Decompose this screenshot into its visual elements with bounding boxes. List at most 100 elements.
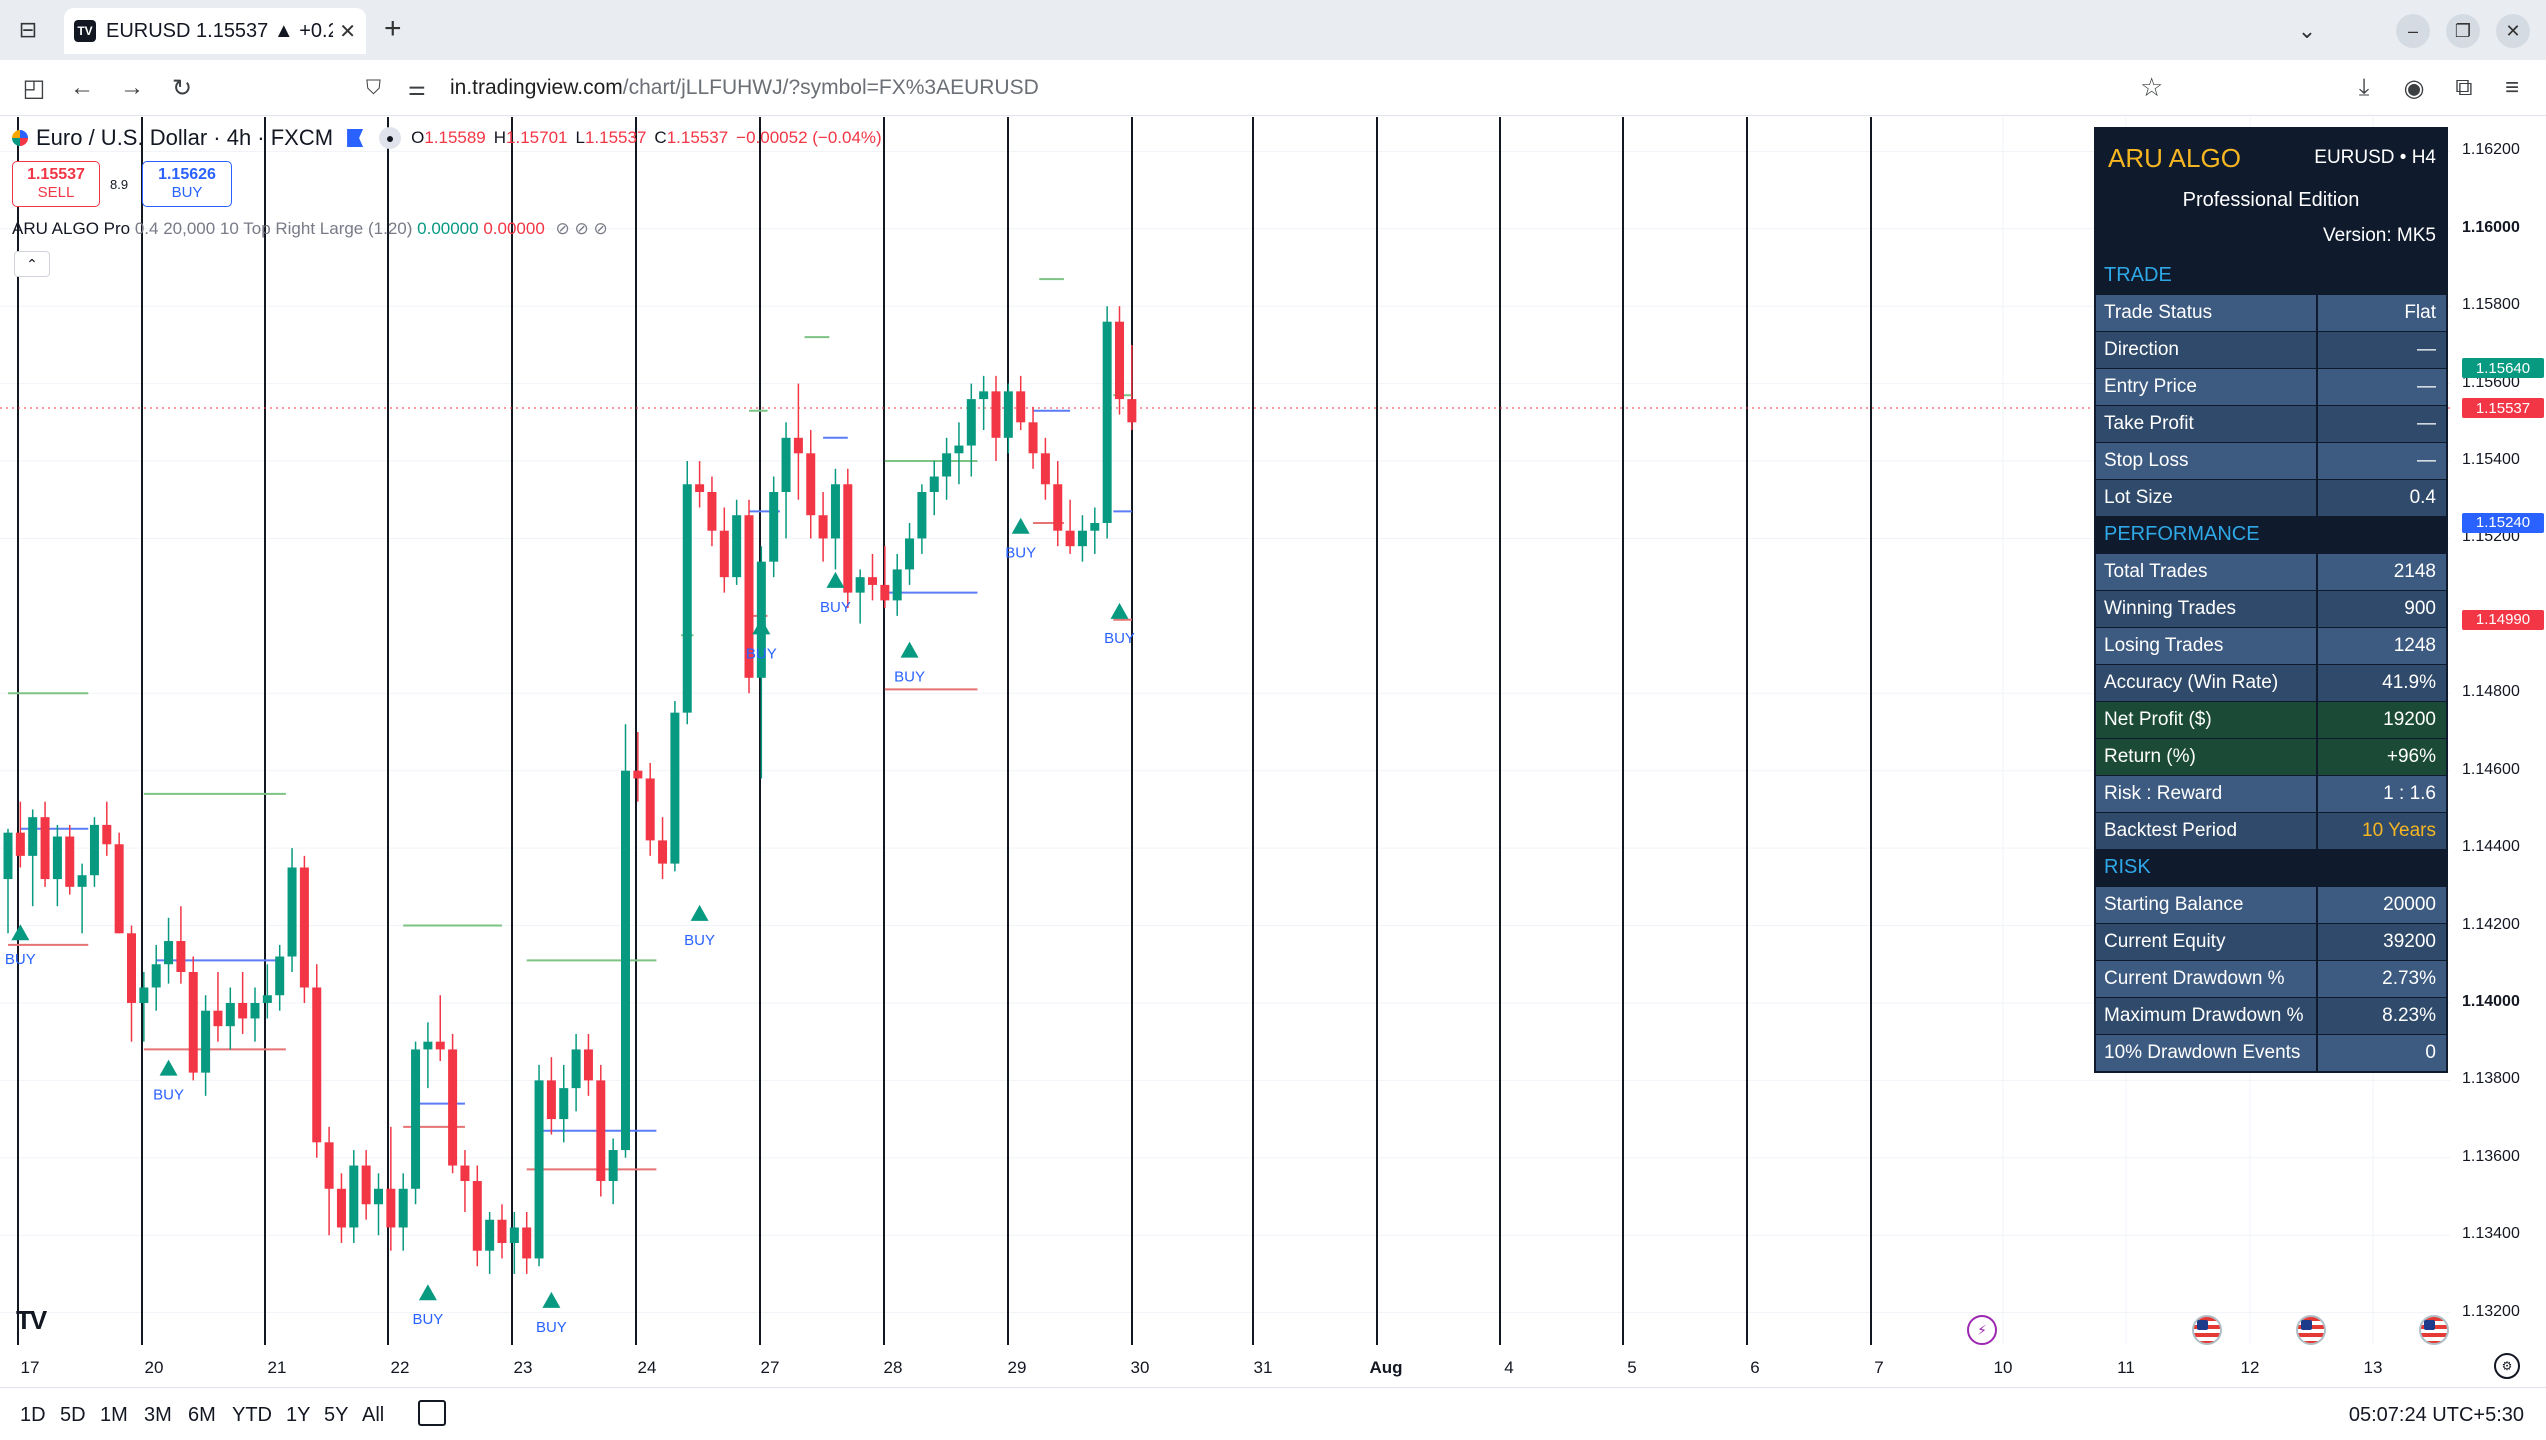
panel-row: Backtest Period 10 Years (2096, 812, 2446, 849)
candle-body (892, 569, 902, 601)
indicator-name: ARU ALGO Pro (12, 219, 131, 238)
buy-signal-label: BUY (820, 599, 851, 616)
buy-button[interactable]: 1.15626 BUY (142, 161, 232, 207)
candle-body (522, 1227, 532, 1259)
candle-body (793, 437, 803, 454)
range-button-3m[interactable]: 3M (144, 1404, 172, 1426)
panel-row-key: Current Equity (2096, 924, 2318, 960)
range-button-ytd[interactable]: YTD (232, 1404, 272, 1426)
buy-signal-label: BUY (536, 1319, 567, 1336)
account-icon[interactable]: ◉ (2403, 74, 2425, 102)
range-button-5y[interactable]: 5Y (324, 1404, 349, 1426)
browser-tab-active[interactable]: TV EURUSD 1.15537 ▲ +0.26 ✕ (64, 8, 366, 54)
minimize-window-icon[interactable]: – (2396, 14, 2430, 48)
collapse-legend-icon[interactable]: ⌃ (14, 251, 50, 277)
panel-row-key: Lot Size (2096, 480, 2318, 516)
restore-window-icon[interactable]: ❐ (2446, 14, 2480, 48)
new-tab-icon[interactable]: + (384, 12, 402, 45)
candle-body (905, 538, 915, 570)
candle-body (583, 1049, 593, 1081)
shield-icon[interactable]: ⛉ (366, 76, 381, 99)
axis-settings-icon[interactable]: ⚙ (2494, 1353, 2520, 1379)
buy-signal-arrow (752, 618, 771, 635)
candle-body (1016, 391, 1026, 423)
downloads-icon[interactable]: ⤓ (2358, 74, 2370, 101)
tab-overflow-chevron-icon[interactable]: ⌄ (2297, 18, 2317, 43)
price-tick-label: 1.14400 (2462, 838, 2520, 856)
panel-row-value: — (2318, 443, 2446, 479)
range-button-1d[interactable]: 1D (20, 1404, 46, 1426)
indicator-legend[interactable]: ARU ALGO Pro 0.4 20,000 10 Top Right Lar… (12, 219, 608, 239)
candle-body (1090, 522, 1100, 531)
buy-price: 1.15626 (158, 166, 216, 183)
time-tick-label: 7 (1874, 1358, 1884, 1377)
buy-signal-label: BUY (153, 1087, 184, 1104)
candle-body (89, 824, 99, 876)
time-tick-label: 24 (637, 1358, 657, 1377)
browser-tab-bar: ⊟ TV EURUSD 1.15537 ▲ +0.26 ✕ + ⌄ – ❐ ✕ (0, 0, 2546, 60)
panel-row: Current Equity 39200 (2096, 923, 2446, 960)
candle-body (621, 770, 630, 1151)
extensions-icon[interactable]: ⧉ (2455, 74, 2473, 101)
range-button-1y[interactable]: 1Y (286, 1404, 311, 1426)
clock[interactable]: 05:07:24 UTC+5:30 (2348, 1404, 2524, 1426)
site-settings-icon[interactable]: ⚌ (408, 77, 426, 100)
sell-button[interactable]: 1.15537 SELL (12, 161, 100, 207)
sidebar-toggle-icon[interactable]: ◰ (22, 74, 46, 102)
sell-price: 1.15537 (27, 166, 85, 183)
calendar-icon[interactable] (418, 1400, 446, 1426)
us-flag-event-icon[interactable] (2192, 1315, 2222, 1345)
panel-row: Direction — (2096, 331, 2446, 368)
candle-body (472, 1181, 482, 1251)
panel-row-value: — (2318, 369, 2446, 405)
us-flag-event-icon[interactable] (2296, 1315, 2326, 1345)
range-button-all[interactable]: All (362, 1404, 385, 1426)
panel-row-value: 20000 (2318, 887, 2446, 923)
candle-body (633, 770, 643, 779)
buy-signal-arrow (11, 924, 30, 941)
browser-nav-bar: ◰ ← → ↻ ⛉ ⚌ in.tradingview.com/chart/jLL… (0, 60, 2546, 116)
tradingview-logo[interactable]: TV (16, 1305, 47, 1335)
price-tick-label: 1.16200 (2462, 141, 2520, 159)
reload-icon[interactable]: ↻ (171, 74, 193, 102)
candle-body (386, 1188, 396, 1228)
panel-row: Trade Status Flat (2096, 294, 2446, 331)
ohlc-open: O1.15589 (411, 128, 486, 147)
candlestick-chart[interactable]: BUY BUY BUY BUY BUY BUY BUY BUY BUY BUY (0, 117, 2546, 1387)
buy-signal-label: BUY (684, 932, 715, 949)
panel-section-title: RISK (2104, 856, 2151, 878)
visibility-icon[interactable]: ● (379, 127, 402, 149)
flag-icon[interactable] (347, 129, 364, 147)
candle-body (1115, 321, 1124, 400)
time-tick-label: 17 (20, 1358, 40, 1377)
bookmark-star-icon[interactable]: ☆ (2140, 72, 2164, 102)
tab-close-icon[interactable]: ✕ (339, 20, 356, 43)
panel-row: Losing Trades 1248 (2096, 627, 2446, 664)
range-button-5d[interactable]: 5D (60, 1404, 86, 1426)
candle-body (596, 1080, 606, 1182)
candle-body (991, 391, 1001, 438)
candle-body (213, 1010, 223, 1027)
symbol-title[interactable]: Euro / U.S. Dollar · 4h · FXCM (36, 125, 334, 150)
indicator-value-2: 0.00000 (483, 219, 545, 238)
range-button-6m[interactable]: 6M (188, 1404, 216, 1426)
panel-row-key: Entry Price (2096, 369, 2318, 405)
candle-body (855, 577, 865, 593)
candle-body (151, 964, 161, 988)
tab-list-icon[interactable]: ⊟ (18, 17, 38, 42)
candle-body (361, 1165, 371, 1205)
price-tag: 1.15640 (2462, 358, 2544, 379)
panel-row-value: 8.23% (2318, 998, 2446, 1034)
panel-row-value: 39200 (2318, 924, 2446, 960)
lightning-event-icon[interactable]: ⚡ (1967, 1315, 1997, 1345)
forward-arrow-icon[interactable]: → (120, 74, 144, 101)
back-arrow-icon[interactable]: ← (70, 74, 94, 101)
time-tick-label: 30 (1130, 1358, 1150, 1377)
menu-icon[interactable]: ≡ (2504, 74, 2519, 101)
us-flag-event-icon[interactable] (2419, 1315, 2449, 1345)
candle-body (423, 1041, 433, 1050)
range-button-1m[interactable]: 1M (100, 1404, 128, 1426)
address-bar[interactable]: ⛉ ⚌ in.tradingview.com/chart/jLLFUHWJ/?s… (366, 66, 2186, 110)
close-window-icon[interactable]: ✕ (2496, 14, 2530, 48)
panel-row-value: — (2318, 332, 2446, 368)
